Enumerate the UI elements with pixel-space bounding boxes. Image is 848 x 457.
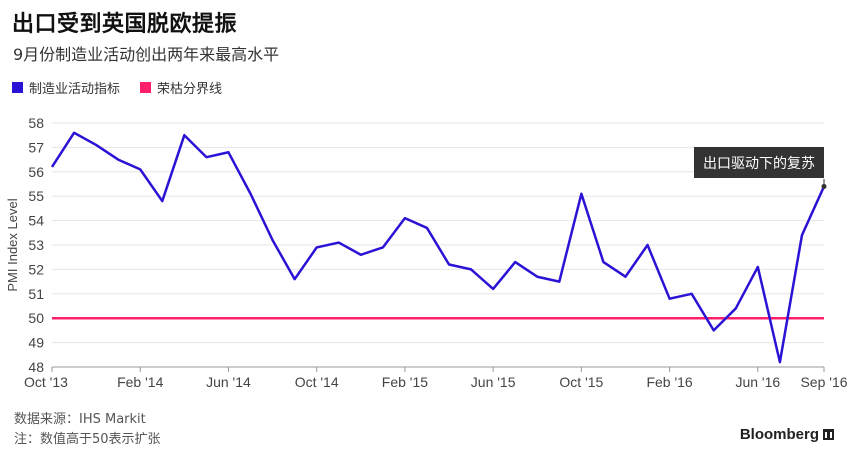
legend: 制造业活动指标 荣枯分界线 [12, 78, 222, 97]
y-tick-label: 51 [28, 286, 44, 302]
y-tick-label: 57 [28, 139, 44, 155]
legend-label-pmi: 制造业活动指标 [29, 82, 121, 97]
x-tick-label: Sep '16 [800, 374, 847, 390]
y-tick-label: 54 [28, 213, 44, 229]
x-tick-label: Oct '13 [24, 374, 68, 390]
y-tick-label: 48 [28, 359, 44, 375]
x-tick-label: Jun '16 [735, 374, 780, 390]
x-tick-label: Jun '15 [471, 374, 516, 390]
x-tick-label: Jun '14 [206, 374, 251, 390]
legend-swatch-threshold [140, 82, 152, 93]
chart-subtitle: 9月份制造业活动创出两年来最高水平 [13, 45, 280, 64]
annotation-marker [821, 183, 827, 189]
annotation-text: 出口驱动下的复苏 [703, 155, 815, 172]
y-axis-label: PMI Index Level [5, 198, 20, 291]
footnote: 注：数值高于50表示扩张 [14, 432, 161, 447]
legend-label-threshold: 荣枯分界线 [157, 82, 223, 97]
x-tick-label: Feb '15 [382, 374, 428, 390]
annotation-box [694, 147, 824, 178]
brand-name: Bloomberg [739, 426, 819, 443]
legend-item-threshold: 荣枯分界线 [140, 78, 222, 97]
x-tick-label: Feb '16 [646, 374, 692, 390]
legend-swatch-pmi [12, 82, 23, 93]
y-tick-label: 56 [28, 164, 44, 180]
brand-logo: Bloomberg [740, 426, 834, 443]
y-tick-label: 58 [28, 115, 44, 131]
source-note: 数据来源：IHS Markit [14, 412, 146, 427]
y-tick-label: 52 [28, 261, 44, 277]
legend-item-pmi: 制造业活动指标 [12, 78, 120, 97]
y-tick-label: 50 [28, 310, 44, 326]
y-tick-label: 55 [28, 188, 44, 204]
y-tick-label: 49 [28, 335, 44, 351]
x-tick-label: Feb '14 [117, 374, 163, 390]
x-tick-label: Oct '15 [559, 374, 603, 390]
chart-title: 出口受到英国脱欧提振 [12, 12, 238, 37]
bloomberg-logo-icon [823, 429, 834, 440]
y-tick-label: 53 [28, 237, 44, 253]
x-tick-label: Oct '14 [295, 374, 339, 390]
pmi-series-line [50, 131, 826, 364]
